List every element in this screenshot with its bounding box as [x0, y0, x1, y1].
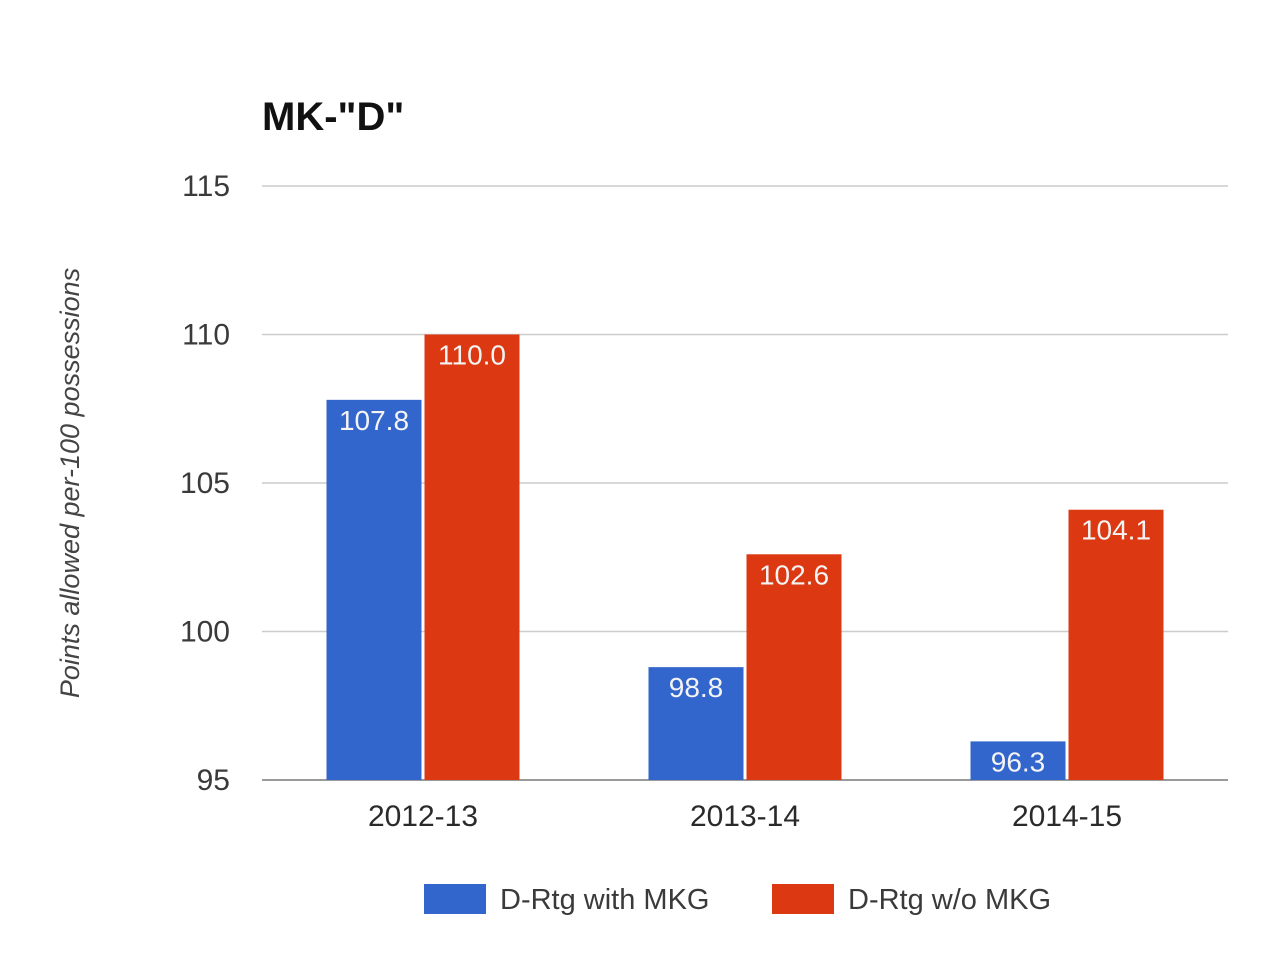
- x-tick-label: 2012-13: [368, 800, 478, 833]
- y-tick-label: 105: [180, 467, 230, 500]
- bar-with-mkg-2013-14: [648, 667, 744, 780]
- data-labels: 107.8 110.0 98.8 102.6 96.3 104.1: [339, 340, 1151, 778]
- bars: [326, 334, 1164, 780]
- y-axis-title: Points allowed per-100 possessions: [55, 268, 85, 698]
- data-label: 98.8: [669, 672, 724, 703]
- x-tick-label: 2013-14: [690, 800, 800, 833]
- data-label: 104.1: [1081, 515, 1151, 546]
- x-tick-label: 2014-15: [1012, 800, 1122, 833]
- chart-title: MK-"D": [262, 95, 404, 139]
- bar-with-mkg-2014-15: [970, 741, 1066, 780]
- y-tick-label: 95: [197, 764, 230, 797]
- x-axis-ticks: 2012-13 2013-14 2014-15: [368, 800, 1122, 833]
- legend-label: D-Rtg with MKG: [500, 884, 709, 916]
- y-tick-label: 110: [182, 319, 230, 352]
- data-label: 102.6: [759, 559, 829, 590]
- legend-item-without-mkg: D-Rtg w/o MKG: [772, 884, 1051, 916]
- legend: D-Rtg with MKG D-Rtg w/o MKG: [424, 884, 1051, 916]
- y-tick-label: 100: [180, 616, 230, 649]
- data-label: 110.0: [438, 340, 506, 371]
- data-label: 96.3: [991, 746, 1046, 777]
- y-axis-ticks: 115 110 105 100 95: [180, 170, 230, 797]
- bar-without-mkg-2013-14: [746, 554, 842, 780]
- bar-without-mkg-2014-15: [1068, 509, 1164, 780]
- legend-item-with-mkg: D-Rtg with MKG: [424, 884, 709, 916]
- bar-without-mkg-2012-13: [424, 334, 520, 780]
- legend-label: D-Rtg w/o MKG: [848, 884, 1051, 916]
- legend-swatch: [424, 884, 486, 914]
- bar-with-mkg-2012-13: [326, 399, 422, 780]
- gridlines: [262, 185, 1228, 781]
- legend-swatch: [772, 884, 834, 914]
- data-label: 107.8: [339, 405, 409, 436]
- y-tick-label: 115: [182, 170, 230, 203]
